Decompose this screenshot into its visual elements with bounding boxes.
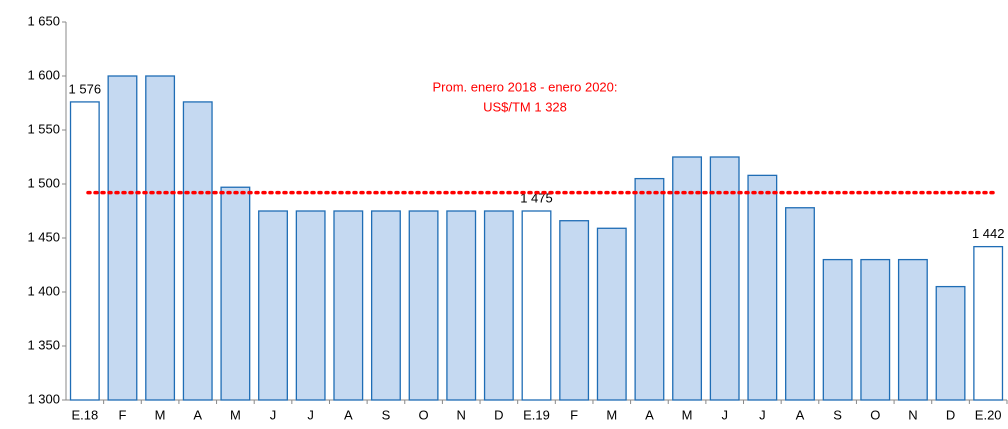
bar: [973, 245, 1004, 401]
x-tick-label: S: [833, 407, 842, 422]
bar: [860, 258, 891, 401]
annotation: Prom. enero 2018 - enero 2020:: [432, 79, 617, 94]
x-tick-label: A: [193, 407, 202, 422]
x-tick-label: M: [230, 407, 241, 422]
bar: [747, 174, 778, 401]
x-tick-label: A: [344, 407, 353, 422]
x-tick-label: M: [155, 407, 166, 422]
y-tick-label: 1 600: [27, 67, 60, 82]
x-tick-label: E.19: [523, 407, 550, 422]
bar: [69, 101, 100, 401]
bar: [634, 177, 665, 401]
y-tick-label: 1 650: [27, 13, 60, 28]
bar: [596, 227, 627, 401]
x-tick-label: J: [270, 407, 277, 422]
bar: [182, 101, 213, 401]
bar: [408, 210, 439, 401]
bar: [483, 210, 514, 401]
x-tick-label: D: [494, 407, 503, 422]
x-tick-label: D: [946, 407, 955, 422]
bar: [333, 210, 364, 401]
y-tick-label: 1 500: [27, 175, 60, 190]
value-label: 1 442: [972, 226, 1005, 241]
bar: [785, 207, 815, 401]
bar: [370, 210, 401, 401]
x-tick-label: F: [570, 407, 578, 422]
x-tick-label: J: [721, 407, 728, 422]
y-tick-label: 1 300: [27, 391, 60, 406]
x-tick-label: A: [796, 407, 805, 422]
bar: [822, 258, 853, 401]
x-tick-label: O: [419, 407, 429, 422]
bar: [107, 75, 138, 401]
x-tick-label: E.18: [71, 407, 98, 422]
x-tick-label: J: [307, 407, 314, 422]
x-tick-label: N: [457, 407, 466, 422]
x-tick-label: N: [908, 407, 917, 422]
value-label: 1 576: [69, 81, 102, 96]
bar: [295, 210, 326, 401]
y-tick-label: 1 350: [27, 337, 60, 352]
y-tick-label: 1 450: [27, 229, 60, 244]
bar: [145, 75, 176, 401]
bar: [935, 285, 966, 401]
x-tick-label: O: [870, 407, 880, 422]
bar: [446, 210, 477, 401]
bar: [220, 186, 251, 401]
bar: [709, 156, 740, 401]
x-tick-label: E.20: [975, 407, 1002, 422]
x-tick-label: A: [645, 407, 654, 422]
bar: [672, 156, 703, 401]
x-tick-label: F: [118, 407, 126, 422]
bar: [559, 220, 590, 401]
x-tick-label: J: [759, 407, 766, 422]
bar: [521, 210, 552, 401]
x-tick-label: M: [606, 407, 617, 422]
x-tick-label: M: [682, 407, 693, 422]
y-tick-label: 1 400: [27, 283, 60, 298]
bar: [897, 258, 928, 401]
annotation: US$/TM 1 328: [483, 99, 567, 114]
bar: [258, 210, 288, 401]
x-tick-label: S: [382, 407, 391, 422]
y-tick-label: 1 550: [27, 121, 60, 136]
